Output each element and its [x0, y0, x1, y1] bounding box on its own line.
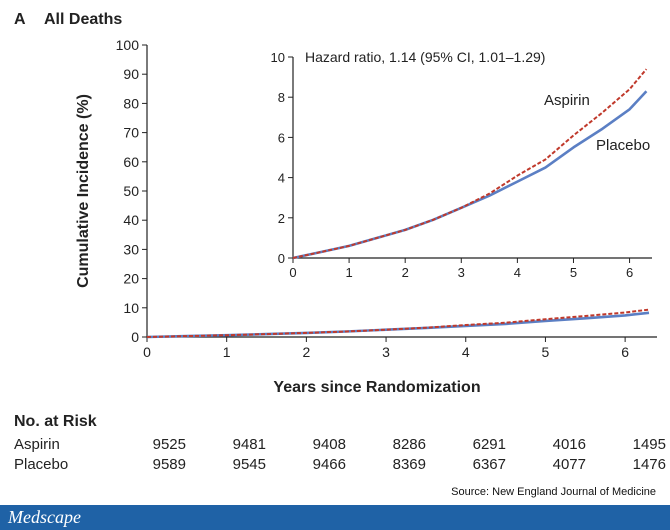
inset-x-tick-label: 0 [289, 265, 296, 280]
inset-y-tick-label: 10 [271, 50, 285, 65]
main-y-tick-label: 80 [123, 95, 139, 111]
inset-x-tick-label: 4 [514, 265, 521, 280]
inset-series-aspirin-line [292, 68, 648, 259]
risk-value: 9481 [232, 436, 266, 453]
main-y-tick-label: 20 [123, 271, 139, 287]
inset-x-tick-label: 5 [570, 265, 577, 280]
risk-value: 9525 [152, 436, 186, 453]
main-series-aspirin-line [146, 308, 650, 338]
source-credit: Source: New England Journal of Medicine [451, 486, 656, 498]
main-x-tick-label: 4 [462, 344, 470, 360]
main-y-tick-label: 70 [123, 125, 139, 141]
risk-value: 1495 [632, 436, 666, 453]
inset-y-tick-label: 6 [278, 130, 285, 145]
series-label-placebo: Placebo [596, 137, 650, 154]
risk-value: 9466 [312, 456, 346, 473]
inset-x-tick-label: 2 [402, 265, 409, 280]
main-y-tick-label: 60 [123, 154, 139, 170]
risk-row-aspirin: Aspirin 9525 9481 9408 8286 6291 4016 14… [14, 436, 666, 456]
y-axis-title: Cumulative Incidence (%) [75, 94, 92, 288]
footer-bar: Medscape [0, 505, 670, 530]
main-y-tick-label: 90 [123, 66, 139, 82]
main-x-tick-label: 1 [223, 344, 231, 360]
risk-value: 9589 [152, 456, 186, 473]
hazard-ratio-annotation: Hazard ratio, 1.14 (95% CI, 1.01–1.29) [305, 49, 545, 65]
panel-title: All Deaths [44, 11, 122, 28]
panel-letter: A [14, 11, 26, 28]
risk-value: 9408 [312, 436, 346, 453]
risk-value: 8286 [392, 436, 426, 453]
medscape-logo: Medscape [8, 507, 81, 527]
main-x-tick-label: 0 [143, 344, 151, 360]
risk-value: 8369 [392, 456, 426, 473]
inset-x-tick-label: 3 [458, 265, 465, 280]
risk-value: 4016 [552, 436, 586, 453]
inset-x-tick-label: 1 [345, 265, 352, 280]
inset-x-tick-label: 6 [626, 265, 633, 280]
risk-value: 6291 [472, 436, 506, 453]
risk-row-label: Placebo [14, 456, 69, 473]
main-x-tick-label: 6 [621, 344, 629, 360]
risk-row-label: Aspirin [14, 436, 60, 453]
risk-table-title: No. at Risk [14, 413, 97, 430]
main-x-tick-label: 3 [382, 344, 390, 360]
inset-y-tick-label: 2 [278, 211, 285, 226]
risk-value: 6367 [472, 456, 506, 473]
main-y-tick-label: 40 [123, 212, 139, 228]
x-axis-title: Years since Randomization [273, 379, 480, 396]
main-x-tick-label: 2 [302, 344, 310, 360]
main-y-tick-label: 0 [131, 329, 139, 345]
risk-value: 9545 [232, 456, 266, 473]
risk-row-placebo: Placebo 9589 9545 9466 8369 6367 4077 14… [14, 456, 666, 476]
risk-value: 4077 [552, 456, 586, 473]
inset-y-tick-label: 4 [278, 171, 285, 186]
series-label-aspirin: Aspirin [544, 92, 590, 109]
risk-value: 1476 [632, 456, 666, 473]
inset-y-tick-label: 0 [278, 251, 285, 266]
inset-series-placebo-line [292, 90, 648, 260]
main-y-tick-label: 10 [123, 300, 139, 316]
main-y-tick-label: 50 [123, 183, 139, 199]
main-x-tick-label: 5 [542, 344, 550, 360]
main-y-tick-label: 100 [116, 37, 140, 53]
main-y-tick-label: 30 [123, 241, 139, 257]
inset-y-tick-label: 8 [278, 90, 285, 105]
